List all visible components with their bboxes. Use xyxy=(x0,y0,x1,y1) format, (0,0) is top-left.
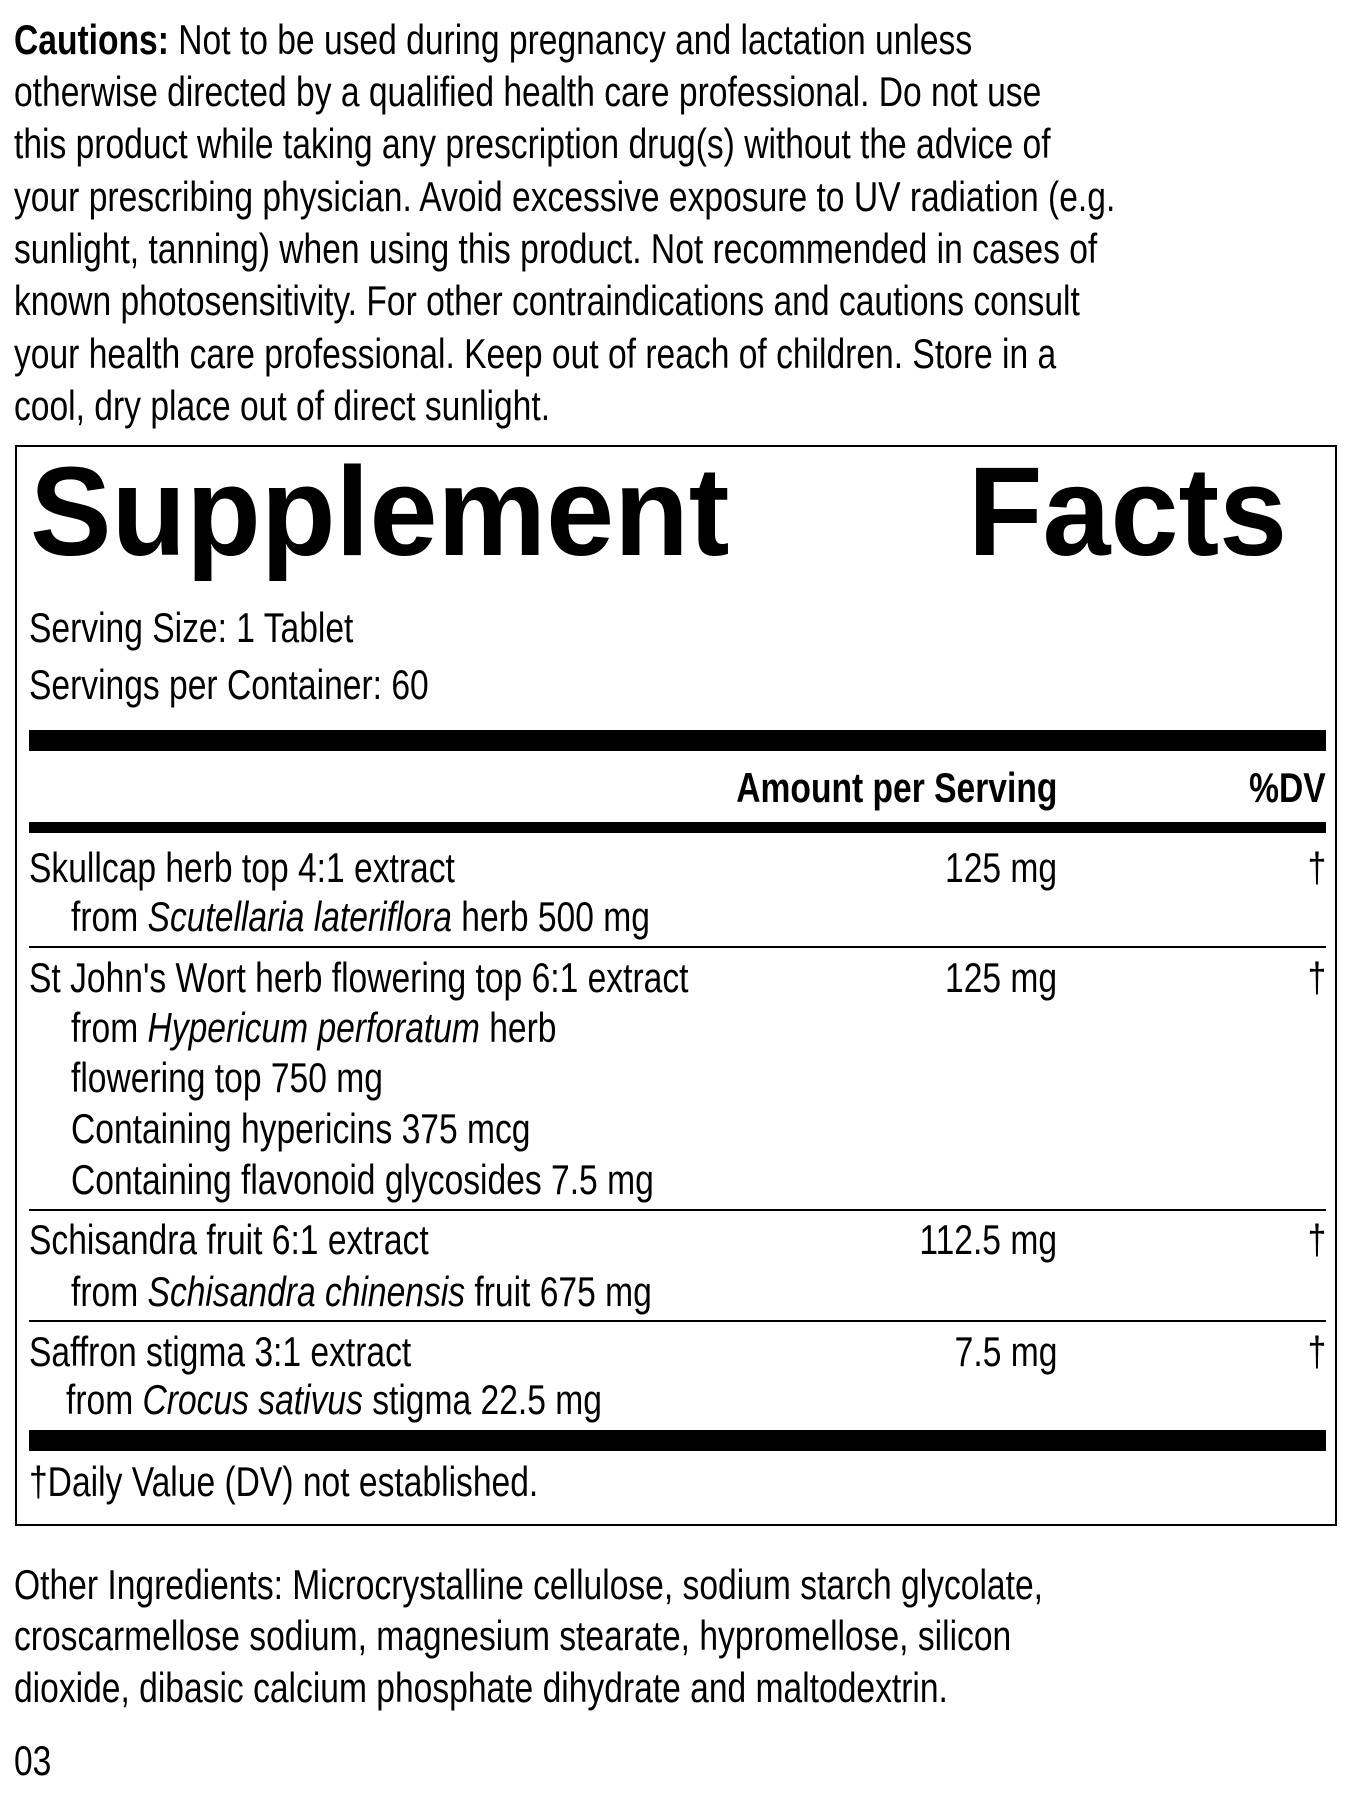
panel-title: Supplement Facts xyxy=(30,441,1288,582)
ingredient-detail: flowering top 750 mg xyxy=(71,1054,383,1101)
thick-divider xyxy=(29,1430,1326,1451)
ingredient-name: Schisandra fruit 6:1 extract xyxy=(29,1216,429,1263)
ingredient-dv: † xyxy=(1307,844,1326,891)
thick-divider xyxy=(29,730,1326,751)
dv-footnote: †Daily Value (DV) not established. xyxy=(29,1458,539,1505)
caution-line: otherwise directed by a qualified health… xyxy=(14,68,1042,115)
ingredient-detail: Containing hypericins 375 mcg xyxy=(71,1105,531,1152)
ingredient-dv: † xyxy=(1307,1216,1326,1263)
caution-line: your prescribing physician. Avoid excess… xyxy=(14,173,1116,220)
other-ingredients-line: Other Ingredients: Microcrystalline cell… xyxy=(14,1561,1043,1608)
other-ingredients-line: dioxide, dibasic calcium phosphate dihyd… xyxy=(14,1664,948,1711)
ingredient-amount: 125 mg xyxy=(944,844,1057,891)
servings-per-container: Servings per Container: 60 xyxy=(29,661,429,708)
caution-line: known photosensitivity. For other contra… xyxy=(14,277,1080,324)
row-divider xyxy=(29,1209,1326,1211)
header-dv: %DV xyxy=(1249,764,1326,811)
caution-line: cool, dry place out of direct sunlight. xyxy=(14,382,551,429)
caution-line: Cautions: Not to be used during pregnanc… xyxy=(14,16,973,63)
row-divider xyxy=(29,1320,1326,1322)
ingredient-source: from Hypericum perforatum herb xyxy=(71,1004,557,1051)
caution-line: your health care professional. Keep out … xyxy=(14,330,1057,377)
cautions-label: Cautions: xyxy=(14,16,169,63)
ingredient-dv: † xyxy=(1307,1328,1326,1375)
header-amount: Amount per Serving xyxy=(735,764,1057,811)
row-divider xyxy=(29,946,1326,948)
ingredient-amount: 112.5 mg xyxy=(919,1216,1057,1263)
supplement-facts-panel xyxy=(15,445,1337,1526)
ingredient-name: Skullcap herb top 4:1 extract xyxy=(29,844,455,891)
caution-line: this product while taking any prescripti… xyxy=(14,120,1051,167)
ingredient-detail: Containing flavonoid glycosides 7.5 mg xyxy=(71,1156,654,1203)
other-ingredients-line: croscarmellose sodium, magnesium stearat… xyxy=(14,1612,1012,1659)
caution-line: sunlight, tanning) when using this produ… xyxy=(14,225,1098,272)
ingredient-dv: † xyxy=(1307,954,1326,1001)
serving-size: Serving Size: 1 Tablet xyxy=(29,604,354,651)
ingredient-source: from Schisandra chinensis fruit 675 mg xyxy=(71,1268,652,1315)
medium-divider xyxy=(29,822,1326,833)
label-code: 03 xyxy=(14,1737,52,1784)
ingredient-name: Saffron stigma 3:1 extract xyxy=(29,1328,412,1375)
ingredient-source: from Scutellaria lateriflora herb 500 mg xyxy=(71,893,650,940)
ingredient-source: from Crocus sativus stigma 22.5 mg xyxy=(66,1376,602,1423)
ingredient-amount: 125 mg xyxy=(944,954,1057,1001)
ingredient-amount: 7.5 mg xyxy=(954,1328,1057,1375)
ingredient-name: St John's Wort herb flowering top 6:1 ex… xyxy=(29,954,689,1001)
